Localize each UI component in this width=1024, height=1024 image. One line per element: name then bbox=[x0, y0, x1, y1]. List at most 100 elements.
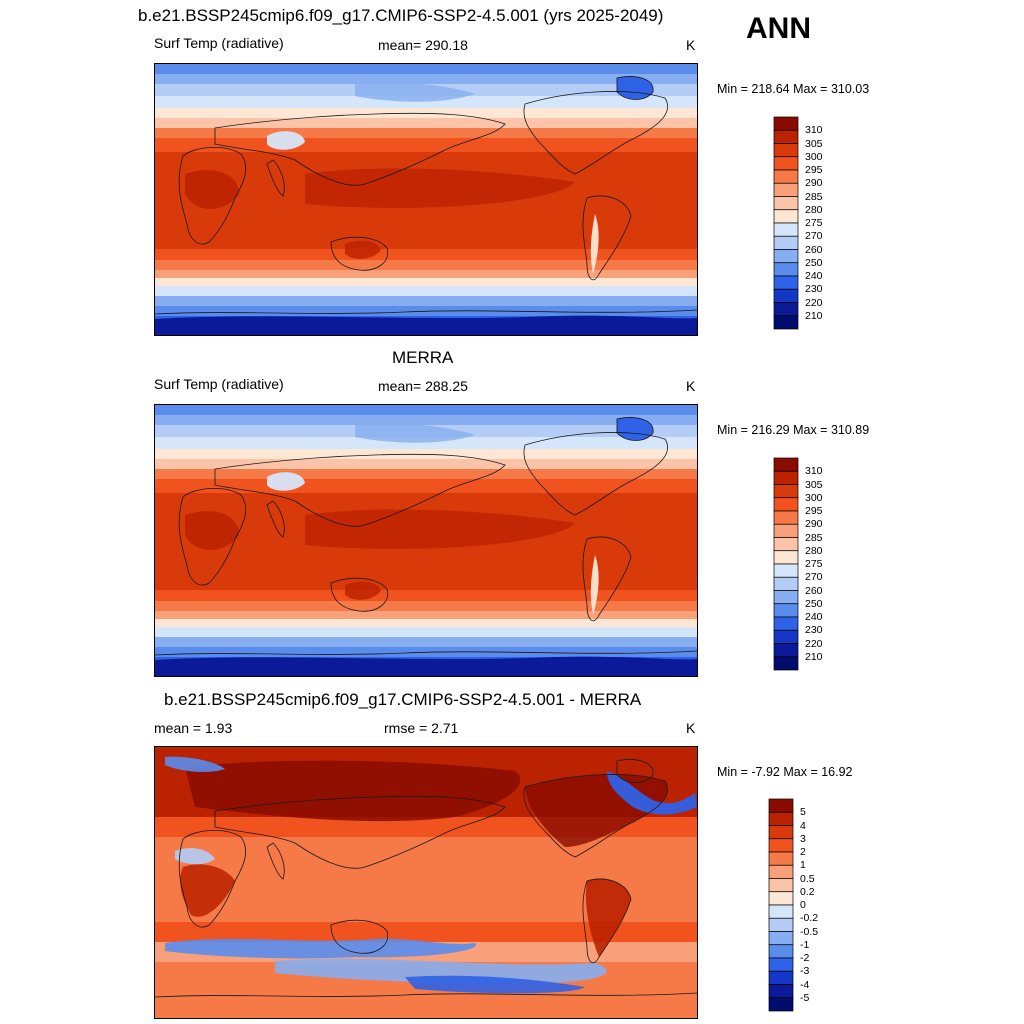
season-label: ANN bbox=[746, 12, 811, 45]
colorbar-tick-label: 290 bbox=[805, 177, 823, 190]
colorbar-swatch bbox=[773, 497, 799, 512]
colorbar-swatch bbox=[773, 523, 799, 538]
temperature-band bbox=[155, 296, 697, 306]
temperature-band bbox=[155, 64, 697, 74]
temperature-band bbox=[155, 469, 697, 479]
cold-anomaly bbox=[275, 958, 607, 984]
coastline bbox=[330, 919, 389, 954]
warm-anomaly bbox=[180, 864, 235, 917]
colorbar-swatch bbox=[773, 616, 799, 631]
colorbar-tick-label: 4 bbox=[800, 819, 806, 832]
coastline bbox=[582, 195, 632, 281]
colorbar-swatch bbox=[768, 825, 794, 840]
cold-region bbox=[267, 131, 305, 150]
temperature-band bbox=[155, 96, 697, 108]
coastline bbox=[523, 432, 668, 516]
colorbar-swatch bbox=[773, 209, 799, 224]
cold-anomaly bbox=[175, 848, 215, 865]
colorbar-swatch bbox=[768, 864, 794, 879]
colorbar-tick-label: 275 bbox=[805, 217, 823, 229]
colorbar-tick-label: 275 bbox=[805, 558, 823, 570]
coastline bbox=[616, 759, 654, 783]
colorbar-tick-label: 240 bbox=[805, 611, 823, 623]
colorbar-swatch bbox=[768, 811, 794, 826]
coastline bbox=[155, 992, 697, 998]
colorbar-tick-label: 220 bbox=[805, 296, 823, 309]
colorbar-swatch bbox=[773, 275, 799, 290]
colorbar-swatch bbox=[773, 457, 799, 472]
colorbar-swatch bbox=[773, 262, 799, 277]
panel2-minmax-label: Min = 216.29 Max = 310.89 bbox=[717, 423, 870, 437]
colorbar-tick-label: 2 bbox=[800, 846, 806, 858]
colorbar-swatch bbox=[773, 143, 799, 158]
colorbar-tick-label: -0.2 bbox=[800, 912, 819, 925]
colorbar-tick-label: 295 bbox=[805, 505, 823, 517]
cold-anomaly bbox=[405, 975, 585, 994]
colorbar-swatch bbox=[773, 470, 799, 485]
colorbar-swatch bbox=[773, 116, 799, 131]
colorbar-tick-label: 240 bbox=[805, 270, 823, 282]
temperature-band bbox=[155, 415, 697, 425]
colorbar-tick-label: 300 bbox=[805, 150, 823, 163]
warm-region bbox=[185, 511, 239, 550]
cold-region bbox=[155, 315, 697, 335]
colorbar-tick-label: 220 bbox=[805, 637, 823, 650]
colorbar-swatch bbox=[768, 798, 794, 813]
colorbar-tick-label: 0.2 bbox=[800, 885, 815, 898]
colorbar-tick-label: 1 bbox=[800, 859, 806, 872]
colorbar-swatch bbox=[773, 235, 799, 250]
colorbar-swatch bbox=[773, 302, 799, 317]
colorbar-tick-label: 305 bbox=[805, 478, 823, 491]
temperature-band bbox=[155, 637, 697, 647]
panel3-title: b.e21.BSSP245cmip6.f09_g17.CMIP6-SSP2-4.… bbox=[164, 690, 642, 709]
colorbar-swatch bbox=[773, 315, 799, 330]
coastline bbox=[523, 774, 668, 858]
coastline bbox=[266, 159, 285, 197]
colorbar-tick-label: 260 bbox=[805, 584, 823, 597]
colorbar-tick-label: 295 bbox=[805, 164, 823, 176]
panel1-mean-label: mean= 290.18 bbox=[378, 37, 468, 53]
cold-region bbox=[590, 555, 599, 615]
colorbar-tick-label: 0.5 bbox=[800, 872, 815, 885]
coastline bbox=[155, 309, 697, 315]
colorbar-tick-label: 230 bbox=[805, 624, 823, 637]
panel3-colorbar: 5 4 3 2 1 0.5 0.2 0 -0.2 -0.5 -1 -2 -3 -4 -5 bbox=[768, 798, 828, 1012]
colorbar-tick-label: -3 bbox=[800, 965, 810, 978]
colorbar-swatch bbox=[773, 550, 799, 565]
warm-anomaly bbox=[185, 760, 521, 822]
colorbar-swatch bbox=[773, 222, 799, 237]
colorbar-swatch bbox=[768, 904, 794, 919]
colorbar-swatch bbox=[773, 249, 799, 264]
colorbar-swatch bbox=[773, 563, 799, 578]
colorbar-tick-label: 210 bbox=[805, 650, 823, 663]
panel2-units-label: K bbox=[686, 378, 696, 394]
colorbar-tick-label: -1 bbox=[800, 938, 810, 951]
cold-anomaly bbox=[607, 771, 697, 815]
colorbar-swatch bbox=[768, 931, 794, 946]
panel2-variable-label: Surf Temp (radiative) bbox=[154, 376, 284, 392]
temperature-band bbox=[155, 405, 697, 415]
temperature-band bbox=[155, 118, 697, 128]
colorbar-tick-label: 260 bbox=[805, 243, 823, 256]
panel2-title: MERRA bbox=[392, 348, 454, 367]
colorbar-tick-label: 230 bbox=[805, 283, 823, 296]
colorbar-tick-label: 310 bbox=[805, 124, 823, 137]
colorbar-swatch bbox=[773, 510, 799, 525]
coastline bbox=[330, 577, 389, 612]
colorbar-swatch bbox=[773, 629, 799, 644]
coastline bbox=[178, 488, 247, 586]
cold-region bbox=[355, 82, 475, 102]
warm-pool bbox=[305, 509, 575, 549]
temperature-band bbox=[155, 74, 697, 84]
temperature-band bbox=[155, 601, 697, 611]
temperature-band bbox=[155, 108, 697, 118]
colorbar-swatch bbox=[768, 984, 794, 999]
temperature-band bbox=[155, 286, 697, 296]
panel3-mean-label: mean = 1.93 bbox=[154, 720, 233, 736]
colorbar-swatch bbox=[773, 537, 799, 552]
coastline bbox=[214, 453, 506, 527]
warm-region bbox=[345, 581, 381, 600]
temperature-band bbox=[155, 260, 697, 270]
coastline bbox=[582, 536, 632, 622]
panel3-units-label: K bbox=[686, 720, 696, 736]
